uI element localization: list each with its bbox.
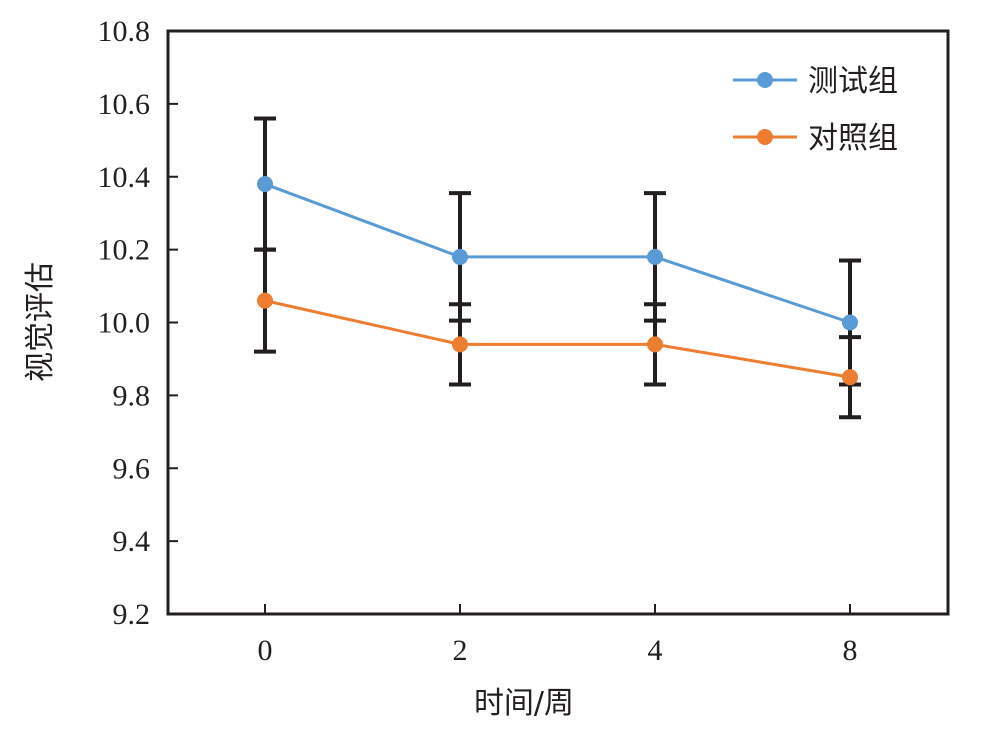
legend-marker [757,72,773,88]
x-tick-label: 2 [453,634,468,667]
data-point [842,314,858,331]
y-tick-label: 10.6 [98,88,151,121]
series-points [257,176,858,386]
data-point [257,292,273,309]
y-axis: 9.2 9.4 9.6 9.8 10.0 10.2 10.4 10.6 10.8 [98,15,178,631]
y-tick-label: 10.8 [98,15,151,48]
legend-item: 对照组 [733,121,898,156]
plot-frame [166,29,950,616]
x-axis: 0 2 4 8 [258,604,858,667]
y-tick-label: 10.2 [98,234,151,267]
data-point [452,248,468,265]
y-axis-label: 视觉评估 [23,262,58,382]
series-line [264,299,851,379]
data-point [452,336,468,353]
x-tick-label: 0 [258,634,273,667]
legend-marker [757,129,773,145]
legend-label: 对照组 [808,121,898,156]
series-line [264,182,851,324]
series-lines [264,182,851,379]
x-tick-label: 4 [648,634,663,667]
error-bars [254,116,861,420]
y-tick-label: 9.6 [113,452,151,485]
y-tick-label: 9.8 [113,379,151,412]
x-tick-label: 8 [843,634,858,667]
x-axis-label: 时间/周 [474,686,574,721]
legend-label: 测试组 [808,64,898,99]
y-tick-label: 10.0 [98,307,151,340]
y-tick-label: 9.2 [113,598,151,631]
data-point [647,248,663,265]
data-point [842,369,858,386]
legend-item: 测试组 [733,64,898,99]
y-tick-label: 10.4 [98,161,151,194]
data-point [257,176,273,193]
data-point [647,336,663,353]
y-tick-label: 9.4 [113,525,151,558]
